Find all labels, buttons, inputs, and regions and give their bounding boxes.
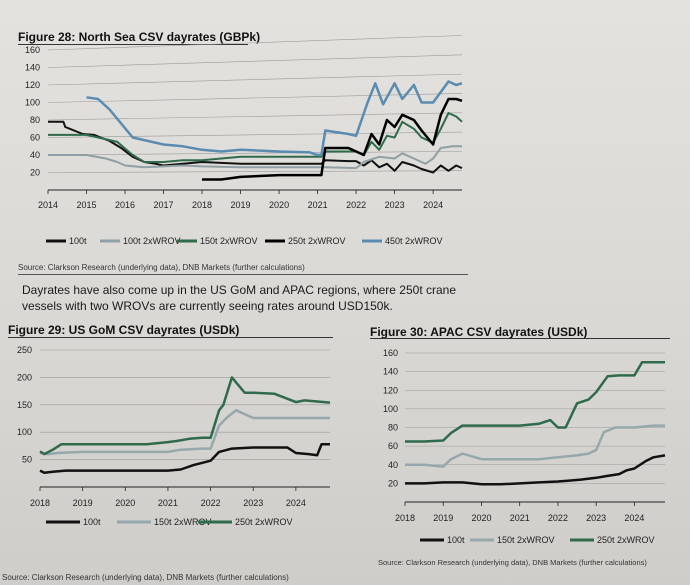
legend-label: 250t 2xWROV	[288, 236, 346, 246]
legend-label: 250t 2xWROV	[235, 517, 293, 527]
x-tick-label: 2021	[158, 498, 178, 508]
y-tick-label: 40	[30, 150, 40, 160]
y-tick-label: 140	[25, 63, 40, 73]
legend-label: 100t 2xWROV	[123, 236, 181, 246]
x-tick-label: 2019	[73, 498, 93, 508]
x-tick-label: 2017	[154, 200, 174, 210]
series-line-250t-2xwrov	[405, 361, 665, 443]
gridline	[47, 170, 463, 173]
y-tick-label: 100	[383, 404, 398, 414]
gridline	[47, 93, 463, 103]
series-line-100t	[405, 454, 666, 486]
x-tick-label: 2022	[201, 498, 221, 508]
figure-28-title-rule	[18, 44, 248, 45]
legend-label: 150t 2xWROV	[497, 535, 555, 545]
y-tick-label: 120	[383, 385, 398, 395]
series-line-250t-2xwrov	[39, 376, 331, 456]
x-tick-label: 2023	[586, 513, 606, 523]
legend-label: 100t	[69, 236, 87, 246]
figure-30-source: Source: Clarkson Research (underlying da…	[378, 558, 647, 567]
y-tick-label: 100	[17, 427, 32, 437]
y-tick-label: 120	[25, 80, 40, 90]
x-tick-label: 2020	[115, 498, 135, 508]
y-tick-label: 60	[30, 133, 40, 143]
legend-label: 450t 2xWROV	[385, 236, 443, 246]
x-tick-label: 2024	[624, 513, 644, 523]
gridline	[47, 151, 463, 156]
y-tick-label: 160	[25, 45, 40, 55]
x-tick-label: 2024	[286, 498, 306, 508]
y-tick-label: 140	[383, 367, 398, 377]
x-tick-label: 2014	[38, 200, 58, 210]
x-tick-label: 2021	[308, 200, 328, 210]
series-line-150t-2xwrov	[39, 409, 330, 456]
y-tick-label: 160	[383, 348, 398, 358]
x-tick-label: 2016	[115, 200, 135, 210]
x-tick-label: 2020	[269, 200, 289, 210]
figure-28-title: Figure 28: North Sea CSV dayrates (GBPk)	[18, 30, 261, 44]
series-line-150t-2xwrov	[48, 112, 463, 163]
y-tick-label: 80	[30, 115, 40, 125]
x-tick-label: 2024	[423, 200, 443, 210]
series-line-250t-2xwrov	[202, 97, 463, 181]
series-line-100t	[39, 443, 330, 475]
y-tick-label: 150	[17, 400, 32, 410]
x-tick-label: 2018	[192, 200, 212, 210]
x-tick-label: 2019	[231, 200, 251, 210]
figure-29-title-rule	[8, 337, 333, 338]
x-tick-label: 2015	[76, 200, 96, 210]
legend-label: 100t	[447, 535, 465, 545]
y-tick-label: 20	[30, 168, 40, 178]
series-line-150t-2xwrov	[405, 424, 665, 468]
y-tick-label: 20	[388, 478, 398, 488]
x-tick-label: 2022	[346, 200, 366, 210]
x-tick-label: 2018	[395, 513, 415, 523]
figure-30-title-rule	[370, 338, 670, 339]
x-tick-label: 2021	[510, 513, 530, 523]
figure-29-title: Figure 29: US GoM CSV dayrates (USDk)	[8, 323, 240, 337]
legend-label: 100t	[83, 517, 101, 527]
gridline	[47, 73, 463, 86]
gridline	[47, 131, 463, 138]
x-tick-label: 2018	[30, 498, 50, 508]
legend-label: 250t 2xWROV	[597, 535, 655, 545]
x-tick-label: 2022	[548, 513, 568, 523]
figure-30-title: Figure 30: APAC CSV dayrates (USDk)	[370, 325, 588, 339]
figure-29-chart: 50 100 150 200 250 2018 2019 2020 2021 2022 2023 20…	[17, 345, 331, 527]
legend-label: 150t 2xWROV	[200, 236, 258, 246]
y-tick-label: 40	[388, 460, 398, 470]
figure-28-source-rule	[18, 274, 468, 275]
x-tick-label: 2020	[471, 513, 491, 523]
y-tick-label: 50	[22, 455, 32, 465]
series-line-100t	[48, 120, 463, 174]
figure-28-chart: 20 40 60 80 100 120 140 160 2014 2015 2016 2017 2018…	[25, 35, 463, 246]
y-tick-label: 250	[17, 345, 32, 355]
x-tick-label: 2023	[243, 498, 263, 508]
body-paragraph: Dayrates have also come up in the US GoM…	[22, 283, 457, 313]
gridline	[47, 54, 463, 68]
x-tick-label: 2023	[385, 200, 405, 210]
figure-30-chart: 20 40 60 80 100 120 140 160 2018 2019 2020 2021 2022…	[383, 348, 666, 545]
y-tick-label: 60	[388, 441, 398, 451]
y-tick-label: 100	[25, 98, 40, 108]
figure-29-source: Source: Clarkson Research (underlying da…	[2, 573, 289, 582]
x-tick-label: 2019	[433, 513, 453, 523]
series-line-450t-2xwrov	[86, 80, 463, 157]
legend-label: 150t 2xWROV	[154, 517, 212, 527]
figure-28-source: Source: Clarkson Research (underlying da…	[18, 263, 305, 272]
y-tick-label: 200	[17, 372, 32, 382]
y-tick-label: 80	[388, 423, 398, 433]
gridline	[47, 35, 463, 51]
